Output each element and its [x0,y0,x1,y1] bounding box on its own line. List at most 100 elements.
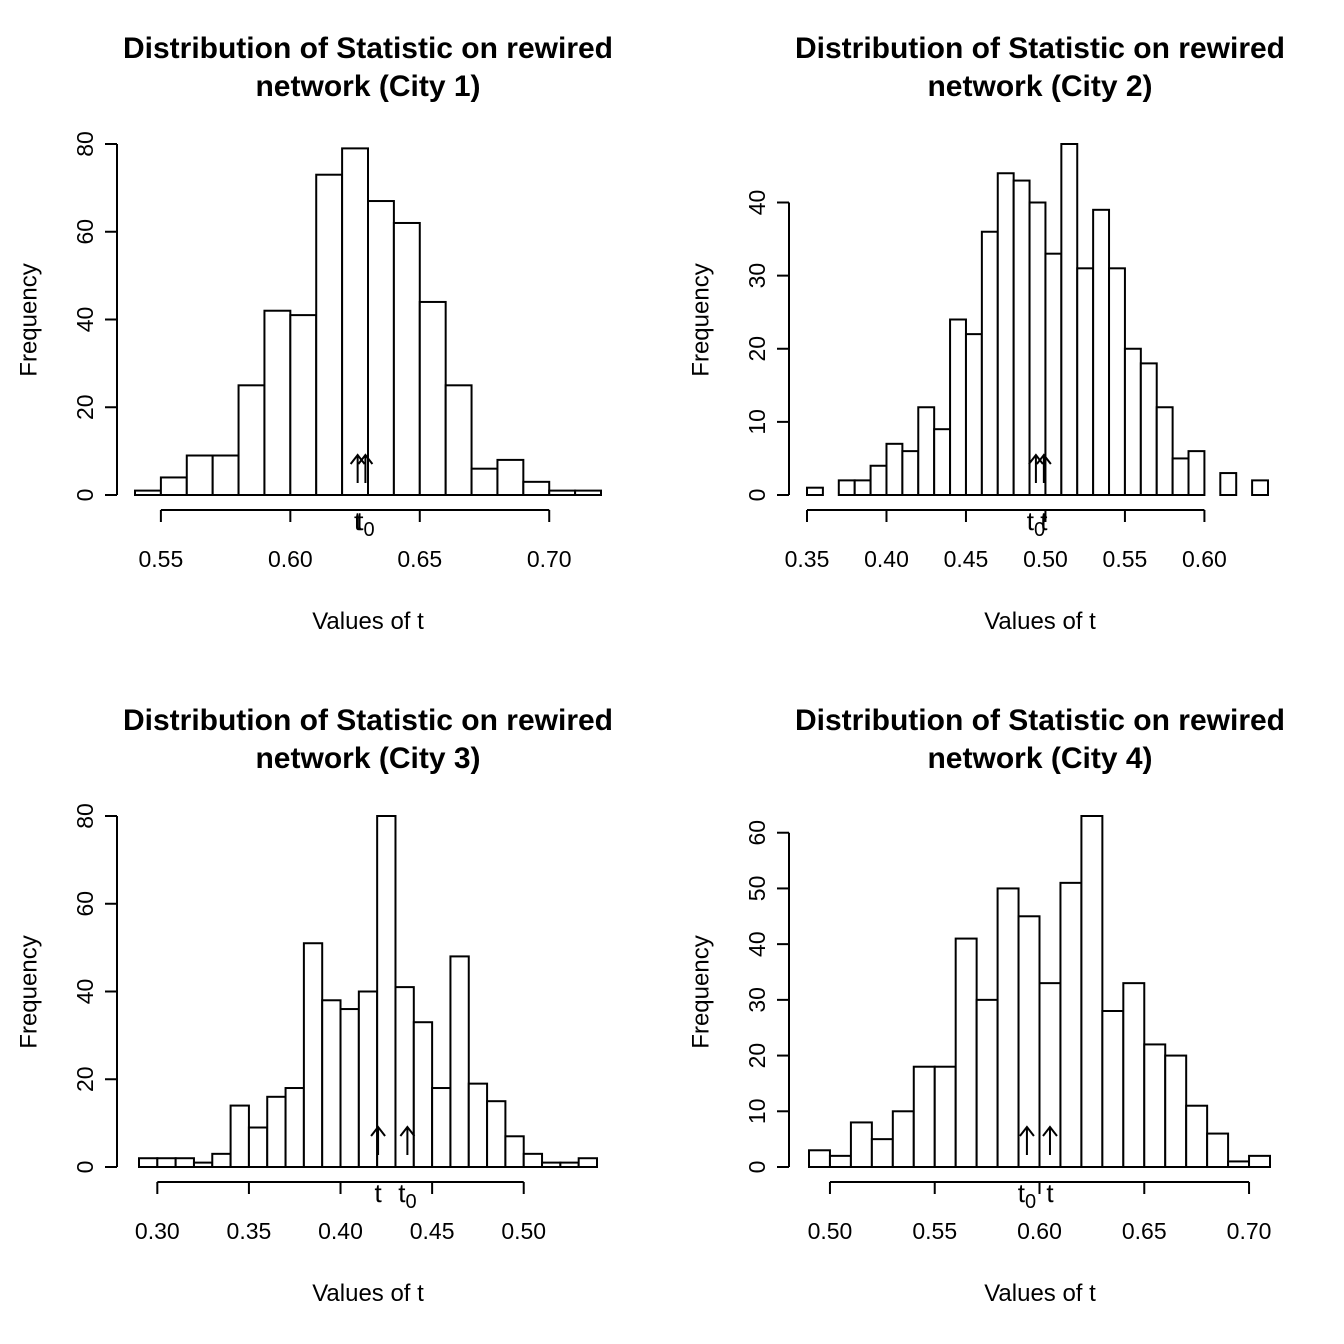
x-tick-label: 0.65 [397,546,442,572]
histogram-bar [289,314,318,496]
x-tick-label: 0.35 [227,1218,272,1244]
histogram-bar [211,1152,232,1168]
marker-arrowhead-t0 [357,453,374,465]
histogram-bar [1108,267,1126,496]
histogram-panel-3: Distribution of Statistic on rewired netw… [15,704,613,1307]
histogram-bar [870,1138,894,1168]
marker-arrowhead-t0 [1019,1125,1035,1137]
histogram-bar [1012,179,1031,496]
x-tick-label: 0.45 [944,546,989,572]
y-tick-label: 50 [744,876,770,902]
x-axis-label: Values of t [984,1280,1096,1307]
histogram-bar [1248,1154,1272,1169]
histogram-bar [996,172,1015,496]
marker-label-subscript: 0 [363,519,374,541]
y-tick-label: 0 [744,1161,770,1174]
marker-label-t0: t0 [1018,1178,1036,1213]
x-axis-label: Values of t [984,608,1096,635]
histogram-bar [263,309,292,496]
marker-label-t: t [1040,506,1048,536]
histogram-bar [912,1065,936,1169]
chart-title-line-2: network (City 1) [255,70,480,103]
y-tick-label: 0 [72,489,98,502]
histogram-bar [321,999,342,1168]
histogram-bar [1080,815,1104,1168]
histogram-bar [174,1157,195,1169]
chart-title-line-2: network (City 3) [255,742,480,775]
y-tick-label: 40 [744,931,770,957]
x-tick-label: 0.70 [527,546,572,572]
histogram-bar [522,480,551,496]
histogram-bar [1187,450,1206,496]
y-tick-label: 60 [72,219,98,245]
marker-label-t0: t0 [356,506,374,541]
histogram-bar [185,454,214,497]
histogram-bar [237,384,266,496]
marker-arrowhead-t0 [1028,453,1044,465]
histogram-bar [431,1087,452,1168]
histogram-bar [1092,208,1111,496]
marker-arrowhead-t [370,1125,386,1137]
histogram-bar [837,479,856,496]
marker-label-subscript: 0 [1034,519,1045,541]
histogram-bar [1227,1160,1251,1168]
histogram-bar [869,464,888,496]
x-tick-label: 0.40 [864,546,909,572]
histogram-bar [1164,1054,1188,1169]
histogram-bar [1059,881,1083,1168]
histogram-bar [1123,347,1142,496]
x-tick-label: 0.30 [135,1218,180,1244]
marker-label-subscript: 0 [405,1191,416,1213]
chart-title-line-1: Distribution of Statistic on rewired [123,704,613,737]
histogram-bar [885,442,904,496]
chart-title-line-1: Distribution of Statistic on rewired [795,704,1285,737]
marker-label-t: t [1046,1178,1054,1208]
chart-title-line-1: Distribution of Statistic on rewired [123,32,613,65]
histogram-bar [853,479,872,496]
y-tick-label: 0 [744,489,770,502]
x-tick-label: 0.35 [785,546,830,572]
y-tick-label: 30 [744,987,770,1013]
histogram-panel-4: Distribution of Statistic on rewired netw… [687,704,1285,1307]
x-tick-label: 0.45 [410,1218,455,1244]
x-tick-label: 0.60 [1182,546,1227,572]
histogram-bar [996,887,1020,1169]
histogram-panel-2: Distribution of Statistic on rewired netw… [687,32,1285,635]
histogram-bar [1028,201,1047,496]
y-tick-label: 10 [744,409,770,435]
histogram-bar [541,1161,562,1168]
histogram-bar [975,998,999,1168]
histogram-bar [548,489,577,496]
histogram-bar [980,230,999,496]
y-tick-label: 40 [72,979,98,1005]
histogram-bar [954,937,978,1169]
histogram-bar [964,333,983,496]
chart-title-line-2: network (City 2) [927,70,1152,103]
histogram-bar [367,200,395,496]
x-tick-label: 0.50 [1023,546,1068,572]
histogram-bar [1185,1104,1209,1169]
histogram-bar [376,815,397,1168]
histogram-bar [486,1100,507,1168]
histogram-bar [156,1157,177,1169]
histogram-bar [1060,143,1079,496]
y-tick-label: 0 [72,1161,98,1174]
histogram-bar [467,1082,489,1169]
histogram-bar [949,318,967,496]
histogram-bar [574,489,602,496]
y-tick-label: 60 [744,820,770,846]
histogram-bar [901,450,920,496]
y-tick-label: 80 [72,131,98,157]
histogram-bar [808,1149,831,1168]
histogram-bar [522,1152,544,1168]
histogram-bar [1076,267,1095,496]
y-tick-label: 30 [744,263,770,289]
histogram-bar [247,1126,269,1169]
histogram-bar [1206,1132,1230,1169]
x-tick-label: 0.55 [1103,546,1148,572]
histogram-bar [357,990,379,1168]
y-tick-label: 10 [744,1098,770,1124]
histogram-bar [444,384,473,496]
histogram-bar [449,955,470,1168]
histogram-bar [933,428,952,496]
